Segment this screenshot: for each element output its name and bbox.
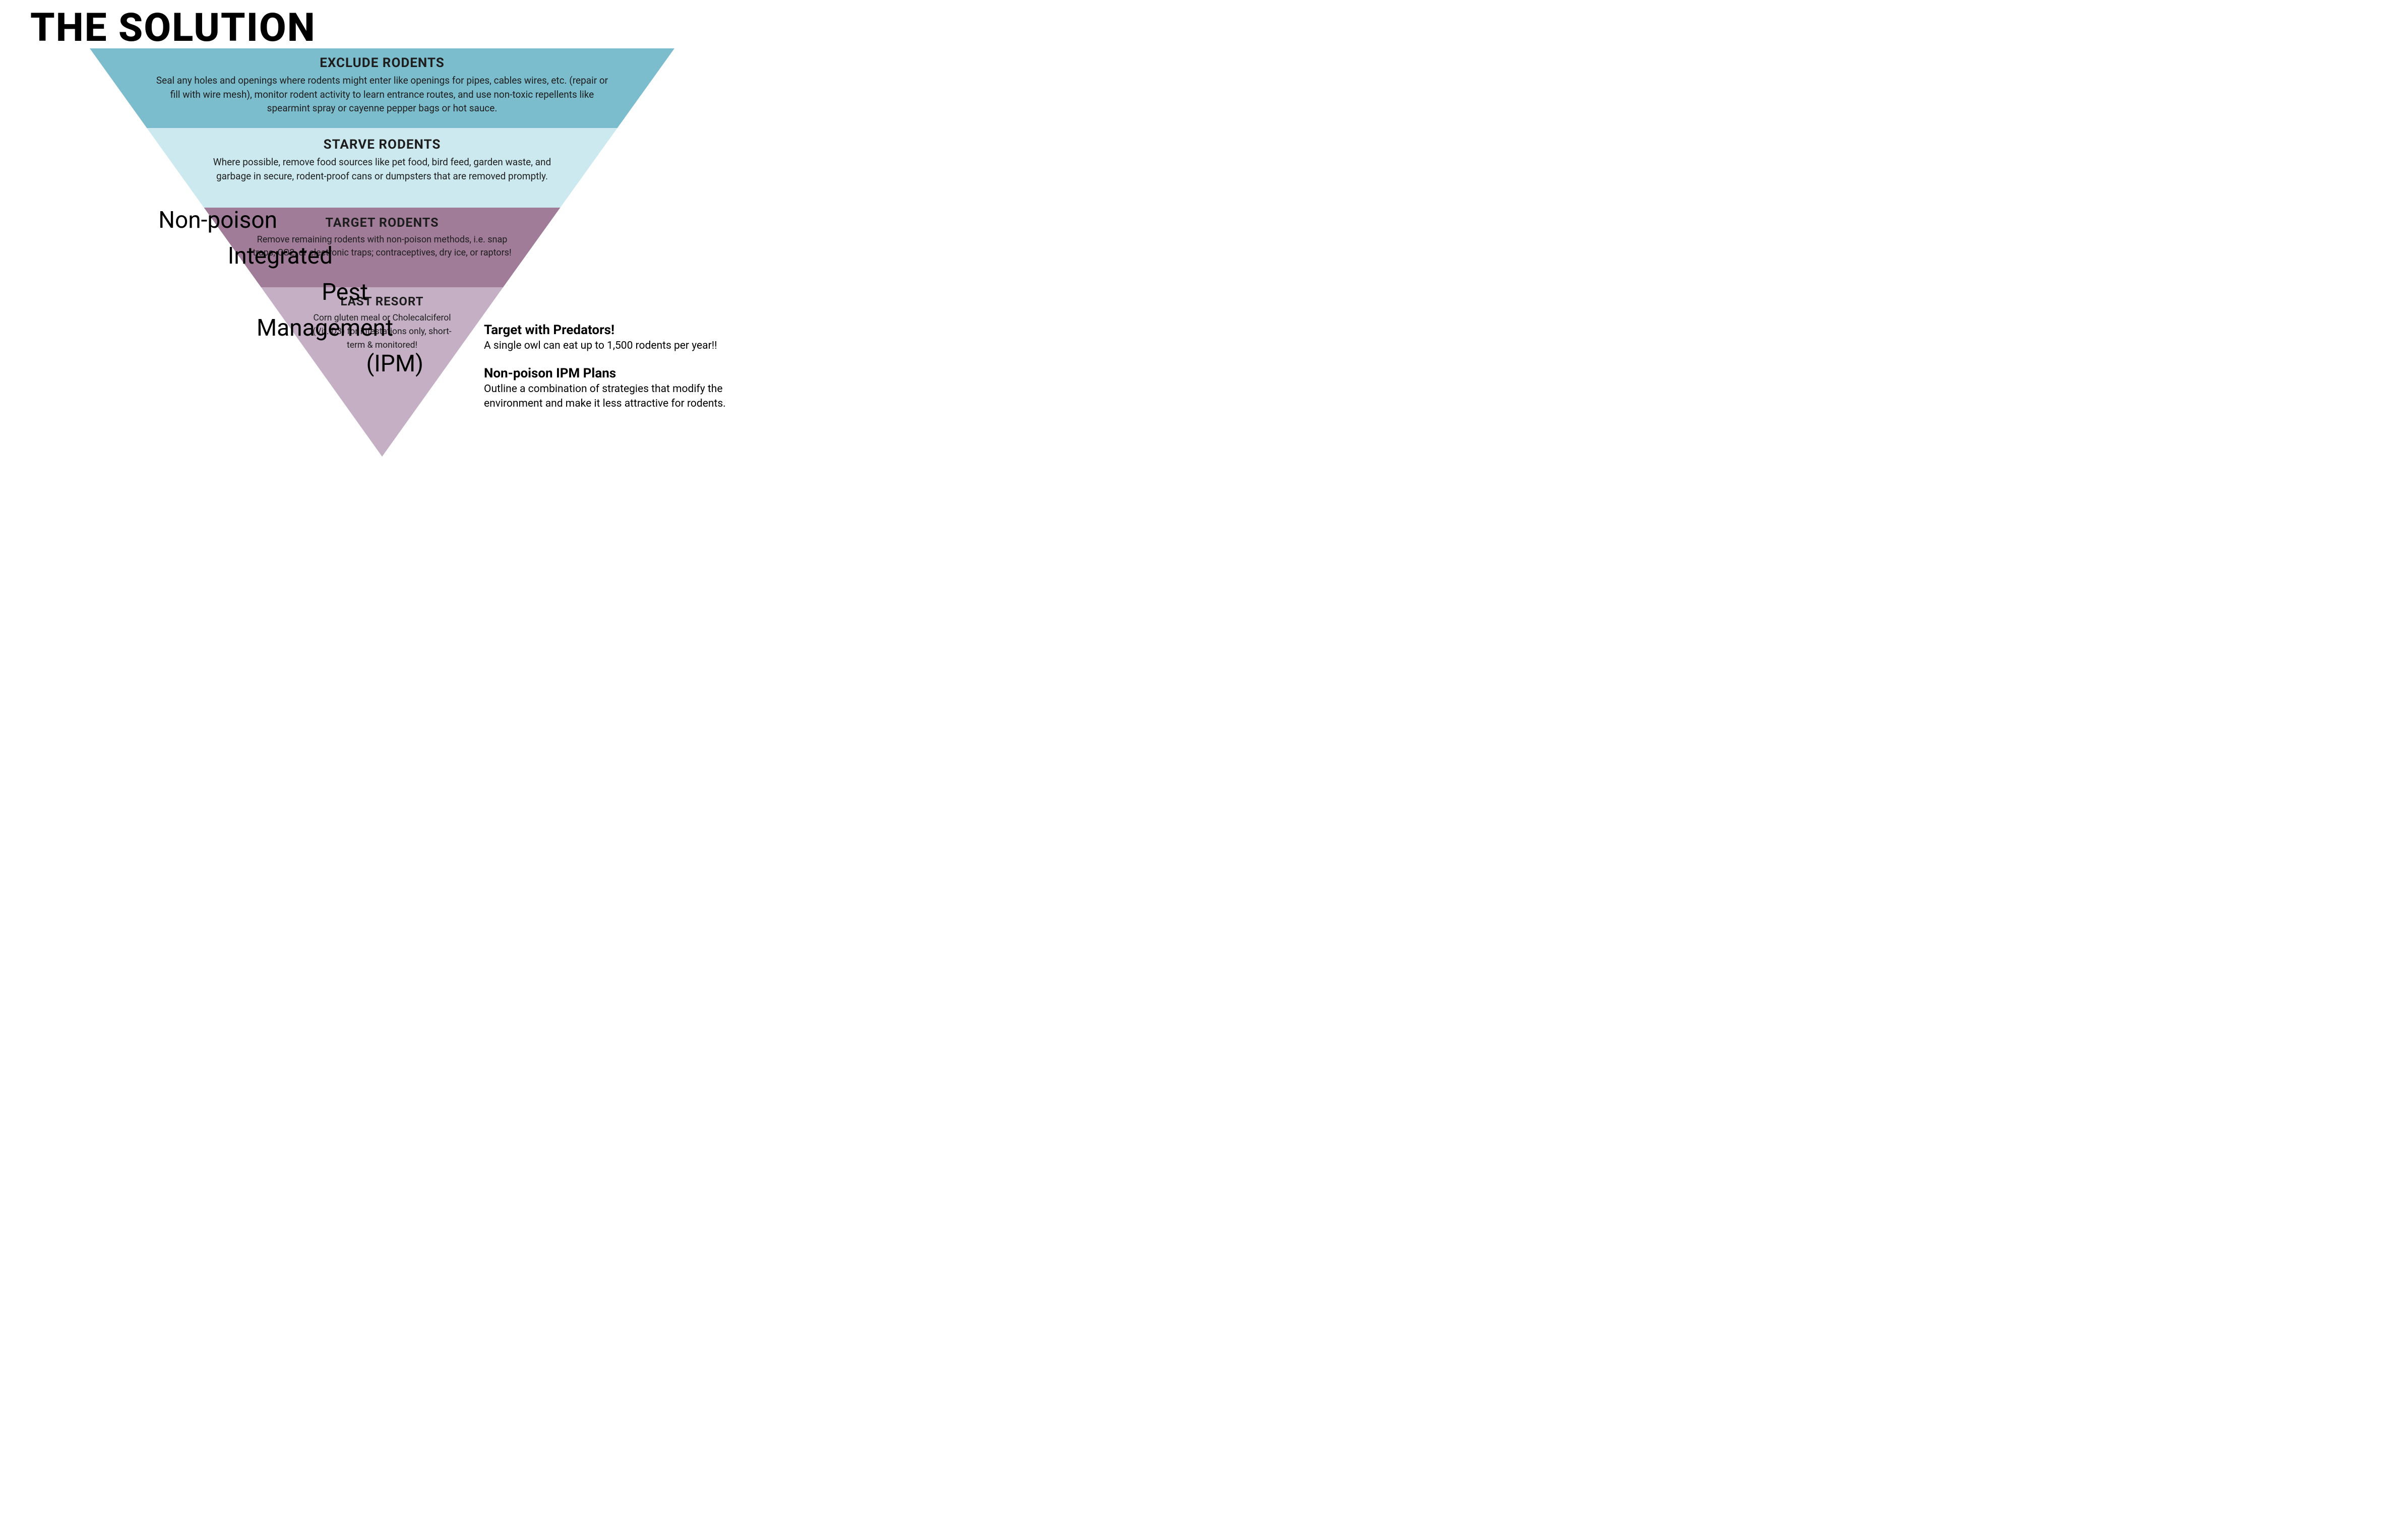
funnel-tier-heading: STARVE RODENTS <box>201 137 564 152</box>
side-note-title: Target with Predators! <box>484 323 726 338</box>
caption-line: Pest <box>96 275 368 310</box>
caption-line: (IPM) <box>151 346 423 382</box>
page-title: THE SOLUTION <box>30 5 316 51</box>
caption-line: Management <box>121 310 393 346</box>
caption-line: Integrated <box>66 238 338 274</box>
side-note-predators: Target with Predators! A single owl can … <box>484 323 726 353</box>
funnel-tier-content: STARVE RODENTS Where possible, remove fo… <box>201 128 564 183</box>
side-note-ipm-plans: Non-poison IPM Plans Outline a combinati… <box>484 366 726 411</box>
funnel-tier-heading: EXCLUDE RODENTS <box>150 55 614 71</box>
caption-line: Non-poison <box>35 203 307 238</box>
funnel-tier-exclude: EXCLUDE RODENTS Seal any holes and openi… <box>90 48 674 128</box>
funnel-tier-body: Seal any holes and openings where rodent… <box>150 74 614 115</box>
side-note-body: A single owl can eat up to 1,500 rodents… <box>484 339 726 353</box>
ipm-left-caption: Non-poison Integrated Pest Management (I… <box>35 203 307 382</box>
funnel-tier-body: Where possible, remove food sources like… <box>201 155 564 183</box>
side-note-body: Outline a combination of strategies that… <box>484 382 726 411</box>
funnel-tier-starve: STARVE RODENTS Where possible, remove fo… <box>90 128 674 208</box>
funnel-tier-content: EXCLUDE RODENTS Seal any holes and openi… <box>150 48 614 115</box>
side-notes: Target with Predators! A single owl can … <box>484 323 726 424</box>
side-note-title: Non-poison IPM Plans <box>484 366 726 381</box>
